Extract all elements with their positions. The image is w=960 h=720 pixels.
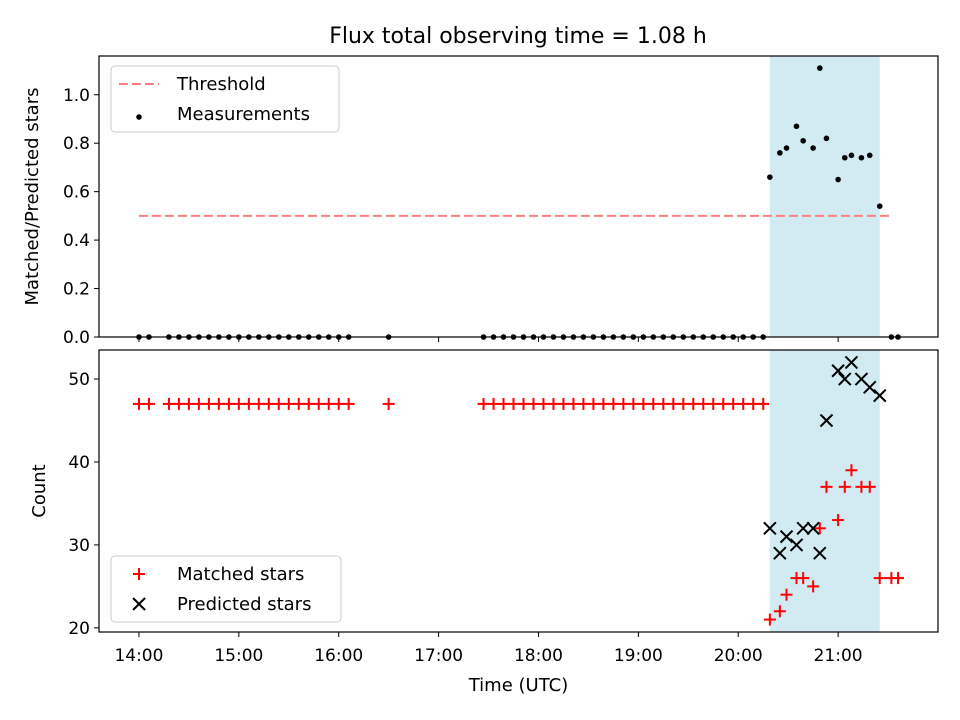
predicted-star-point xyxy=(789,538,804,552)
y-tick-label: 0.2 xyxy=(63,280,90,300)
legend-box xyxy=(110,65,340,133)
bottom-panel-legend: Matched stars Predicted stars xyxy=(110,555,342,623)
legend-label: Predicted stars xyxy=(177,594,311,615)
legend-measurement-swatch xyxy=(136,114,142,120)
matched-star-point xyxy=(807,580,820,593)
legend-label: Measurements xyxy=(177,104,310,125)
matched-star-point xyxy=(832,514,845,527)
measurement-point xyxy=(848,152,855,159)
matched-star-point xyxy=(342,397,355,410)
matched-star-point xyxy=(780,588,793,601)
y-tick-label: 50 xyxy=(68,370,90,390)
predicted-star-point xyxy=(844,355,859,370)
measurement-point xyxy=(783,145,790,151)
chart-title: Flux total observing time = 1.08 h xyxy=(329,24,707,49)
x-tick-label: 16:00 xyxy=(314,646,363,666)
top-panel-frame xyxy=(98,55,939,338)
x-tick-label: 21:00 xyxy=(814,646,863,666)
predicted-star-point xyxy=(819,413,834,428)
measurement-point xyxy=(858,154,865,161)
measurement-point xyxy=(817,65,823,71)
legend-label: Threshold xyxy=(176,74,266,95)
matched-star-point xyxy=(813,522,826,535)
matched-star-point xyxy=(763,613,776,626)
measurement-point xyxy=(835,176,841,183)
y-tick-label: 0.6 xyxy=(63,183,90,203)
matched-star-point xyxy=(892,572,905,585)
matched-star-point xyxy=(797,572,810,585)
y-tick-label: 0.4 xyxy=(63,231,90,251)
x-tick-label: 18:00 xyxy=(514,646,563,666)
predicted-star-point xyxy=(838,372,852,386)
bottom-panel-frame xyxy=(98,349,939,633)
y-tick-label: 30 xyxy=(68,536,90,556)
measurement-point xyxy=(876,203,883,209)
predicted-star-point xyxy=(763,521,777,536)
x-tick-label: 20:00 xyxy=(714,646,763,666)
matched-star-point xyxy=(838,480,851,493)
measurement-point xyxy=(800,137,806,144)
measurement-point xyxy=(841,154,848,161)
matched-star-point xyxy=(757,397,770,410)
predicted-star-point xyxy=(831,364,845,378)
matched-star-point xyxy=(873,572,886,585)
legend-box xyxy=(110,555,342,623)
y-tick-label: 1.0 xyxy=(63,86,90,106)
top-panel-legend: Threshold Measurements xyxy=(110,65,340,133)
bottom-panel-ylabel: Count xyxy=(29,464,50,517)
predicted-star-point xyxy=(773,546,787,560)
predicted-star-point xyxy=(796,521,810,536)
measurement-point xyxy=(823,135,830,142)
matched-star-point xyxy=(820,480,833,493)
predicted-star-point xyxy=(779,529,794,544)
measurement-point xyxy=(777,150,783,156)
matched-star-point xyxy=(845,464,858,477)
matched-star-point xyxy=(863,480,876,493)
predicted-star-point xyxy=(813,546,827,560)
y-tick-label: 0.8 xyxy=(63,134,90,154)
legend-label: Matched stars xyxy=(177,564,304,585)
top-panel-ylabel: Matched/Predicted stars xyxy=(22,88,43,306)
measurement-point xyxy=(767,174,773,180)
measurement-point xyxy=(793,123,800,130)
y-tick-label: 0.0 xyxy=(63,328,90,348)
x-tick-label: 17:00 xyxy=(414,646,463,666)
bottom-panel-xlabel: Time (UTC) xyxy=(468,675,569,696)
measurement-point xyxy=(866,152,873,159)
bottom-panel: 20 30 40 50 14:00 15:00 16:00 17:00 18:00 19:00 2… xyxy=(29,349,939,696)
x-tick-label: 19:00 xyxy=(614,646,663,666)
predicted-star-point xyxy=(806,521,820,536)
x-tick-label: 15:00 xyxy=(214,646,263,666)
measurement-point xyxy=(810,145,816,151)
legend-matched-swatch xyxy=(133,568,145,580)
y-tick-label: 20 xyxy=(68,619,90,639)
top-panel-highlight-span xyxy=(769,56,880,337)
matched-star-point xyxy=(142,397,155,410)
y-tick-label: 40 xyxy=(68,453,90,473)
predicted-star-point xyxy=(863,380,877,395)
predicted-star-point xyxy=(873,388,887,403)
matched-star-point xyxy=(382,397,395,410)
matched-star-point xyxy=(773,605,786,618)
legend-predicted-swatch xyxy=(132,597,146,611)
x-tick-label: 14:00 xyxy=(114,646,163,666)
top-panel: 0.0 0.2 0.4 0.6 0.8 1.0 Matched/Predicted sta… xyxy=(22,55,939,348)
